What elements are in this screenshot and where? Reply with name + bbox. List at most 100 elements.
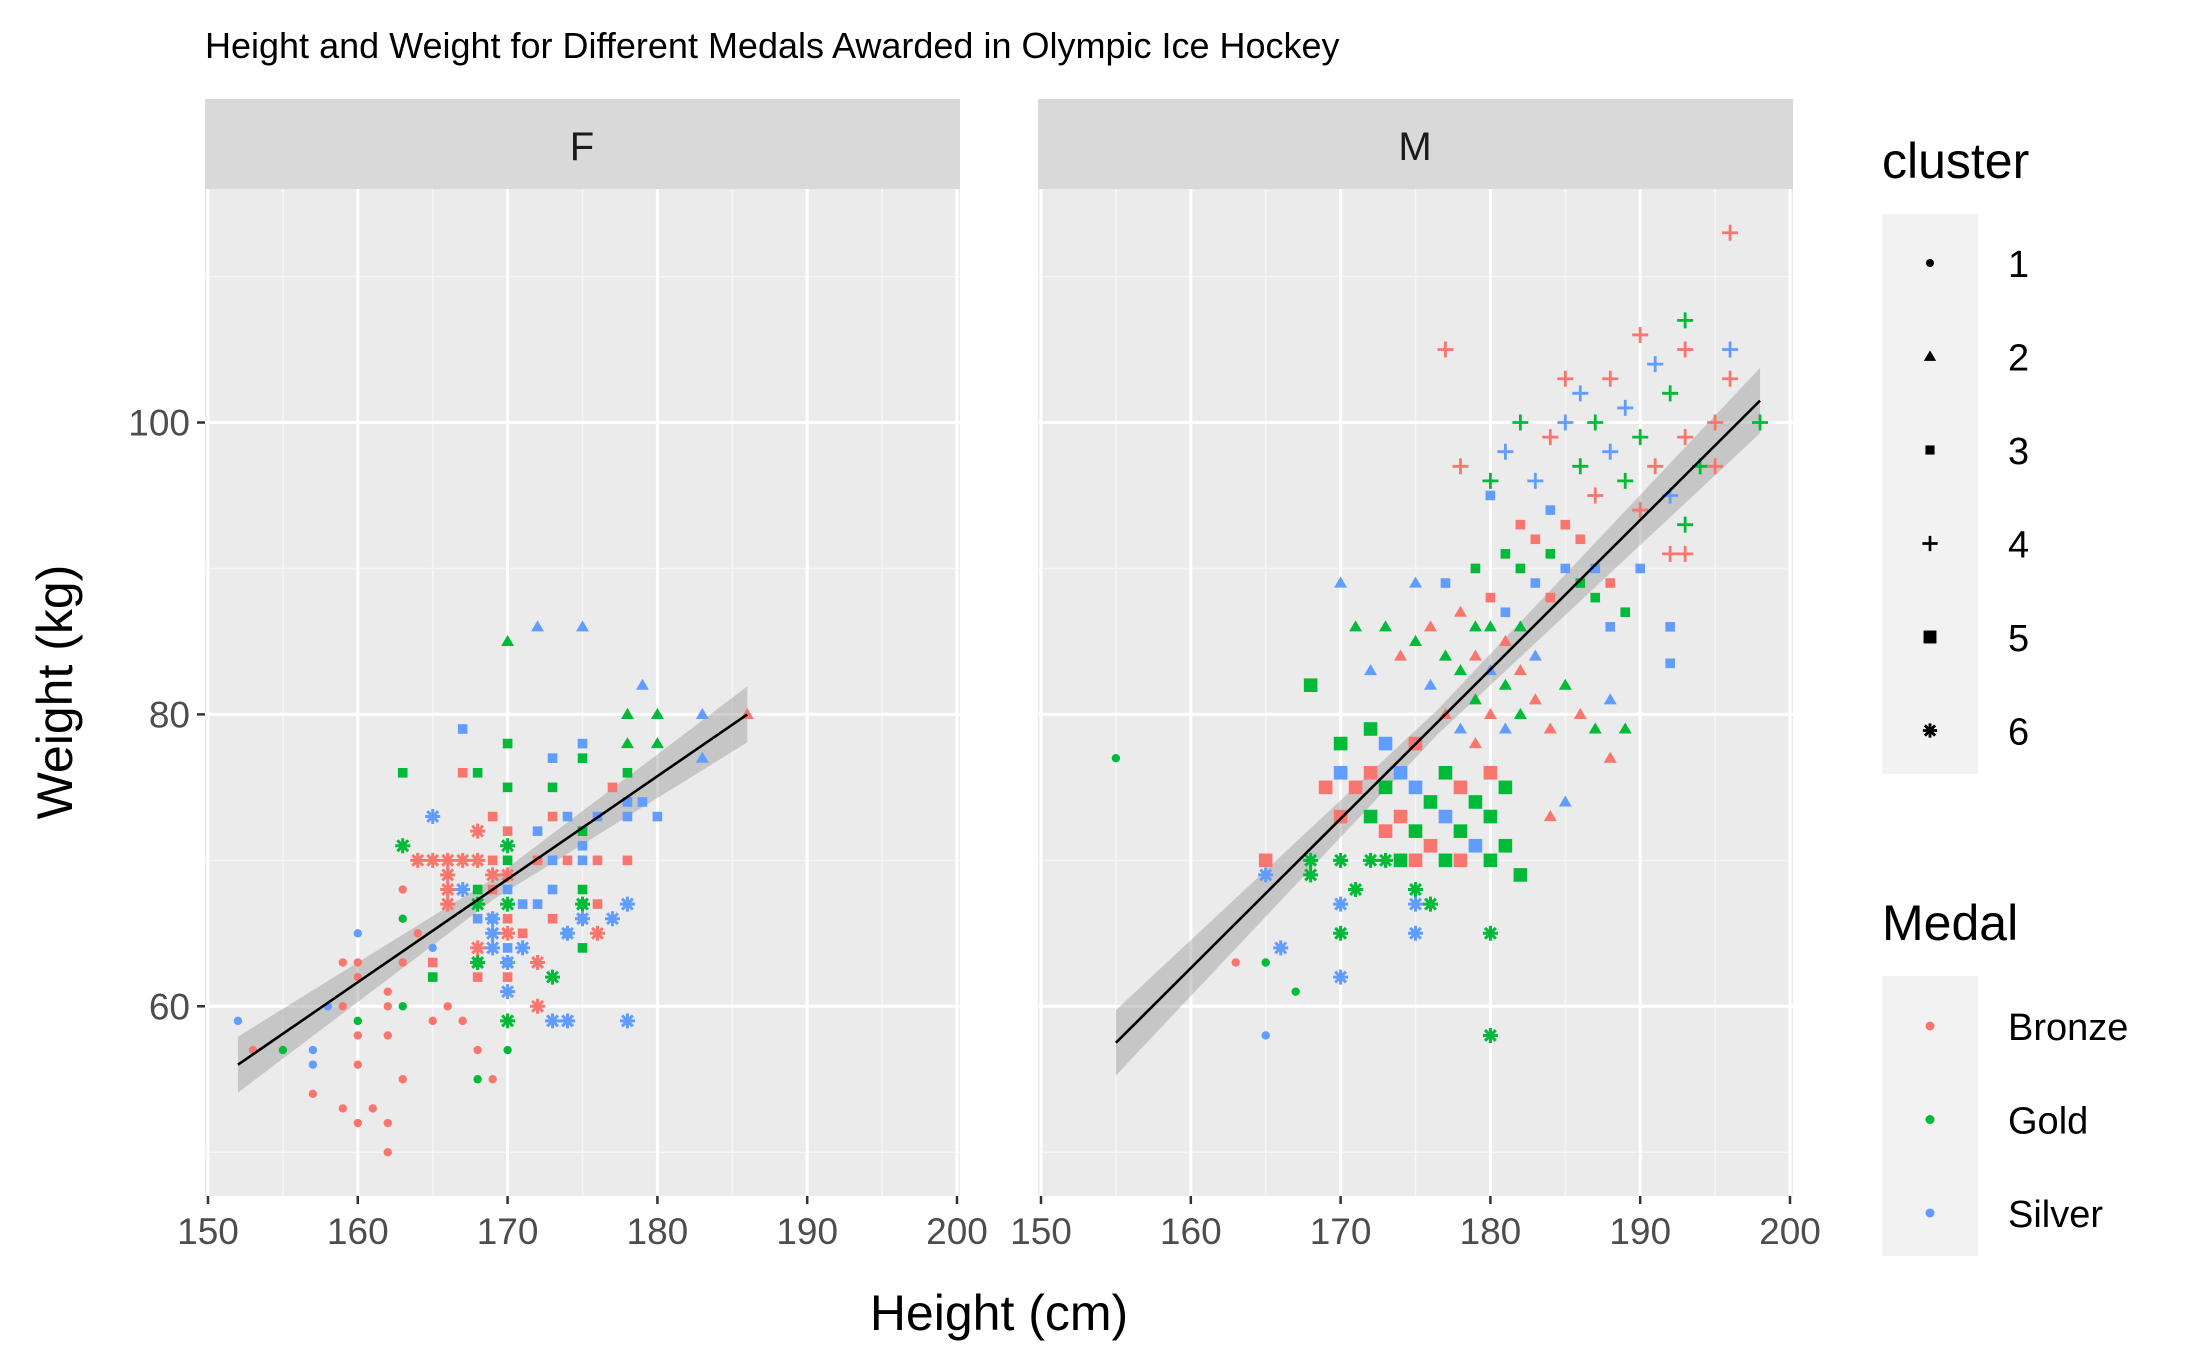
data-point bbox=[1575, 534, 1586, 545]
data-point bbox=[530, 954, 546, 970]
data-point bbox=[515, 940, 531, 956]
data-point bbox=[472, 913, 483, 924]
data-point bbox=[560, 925, 576, 941]
data-point bbox=[503, 1045, 512, 1055]
data-point bbox=[1452, 458, 1469, 475]
data-point bbox=[620, 737, 634, 749]
data-point bbox=[1498, 780, 1513, 795]
data-point bbox=[1318, 780, 1333, 795]
data-point bbox=[1560, 519, 1571, 530]
data-point bbox=[1602, 443, 1619, 460]
data-point bbox=[619, 1013, 635, 1029]
data-point bbox=[455, 882, 471, 898]
data-point bbox=[1364, 664, 1378, 676]
data-point bbox=[1273, 940, 1289, 956]
data-point bbox=[1453, 824, 1468, 838]
data-point bbox=[1557, 370, 1574, 387]
legend-key-cluster-1 bbox=[1926, 259, 1934, 267]
data-point bbox=[500, 867, 516, 883]
data-point bbox=[1261, 958, 1270, 967]
data-point bbox=[1394, 649, 1408, 661]
data-point bbox=[1500, 549, 1511, 559]
data-point bbox=[353, 929, 362, 938]
data-point bbox=[545, 969, 561, 985]
data-point bbox=[1632, 429, 1649, 446]
data-point bbox=[1588, 722, 1602, 734]
data-point bbox=[1677, 341, 1694, 358]
data-point bbox=[427, 972, 438, 982]
data-point bbox=[1590, 563, 1601, 574]
data-point bbox=[1291, 987, 1300, 996]
data-point bbox=[607, 782, 618, 793]
data-point bbox=[1513, 620, 1527, 632]
data-point bbox=[1408, 925, 1423, 941]
data-point bbox=[398, 1002, 407, 1011]
data-point bbox=[308, 1045, 318, 1055]
data-point bbox=[1543, 722, 1557, 734]
data-point bbox=[470, 954, 486, 970]
data-point bbox=[338, 1002, 348, 1011]
data-point bbox=[1303, 867, 1319, 883]
data-point bbox=[1752, 414, 1769, 431]
legend-key-bronze bbox=[1925, 1021, 1935, 1031]
data-point bbox=[413, 929, 422, 938]
data-point bbox=[562, 855, 573, 866]
data-point bbox=[1303, 678, 1318, 693]
data-point bbox=[1409, 576, 1422, 588]
data-point bbox=[353, 972, 362, 982]
data-point bbox=[470, 940, 486, 956]
data-point bbox=[1453, 664, 1467, 676]
data-point bbox=[1363, 852, 1379, 868]
data-point bbox=[1590, 592, 1601, 603]
strip-label-f: F bbox=[570, 125, 594, 169]
data-point bbox=[1408, 896, 1423, 912]
data-point bbox=[1558, 678, 1572, 690]
data-point bbox=[1572, 385, 1589, 402]
data-point bbox=[547, 913, 558, 924]
data-point bbox=[398, 885, 407, 894]
data-point bbox=[1334, 576, 1348, 588]
data-point bbox=[487, 811, 498, 822]
data-point bbox=[622, 767, 633, 778]
legend-medal: Medal Bronze Gold Silver bbox=[1882, 895, 2128, 1256]
y-tick-label: 60 bbox=[149, 986, 190, 1027]
chart-title: Height and Weight for Different Medals A… bbox=[205, 25, 1340, 66]
data-point bbox=[1379, 620, 1393, 632]
data-point bbox=[457, 724, 468, 734]
data-point bbox=[1545, 505, 1556, 515]
legend-label-cluster-4: 4 bbox=[2008, 525, 2029, 567]
x-axis-m: 150 160 170 180 190 200 bbox=[1010, 1196, 1821, 1252]
data-point bbox=[1483, 809, 1498, 824]
data-point bbox=[1438, 649, 1452, 661]
data-point bbox=[517, 928, 528, 939]
data-point bbox=[1482, 925, 1498, 941]
data-point bbox=[502, 913, 513, 924]
data-point bbox=[1468, 693, 1482, 705]
data-point bbox=[1408, 853, 1423, 868]
data-point bbox=[443, 1002, 452, 1011]
x-tick-label-m: 180 bbox=[1460, 1211, 1522, 1252]
data-point bbox=[425, 809, 441, 825]
data-point bbox=[547, 855, 558, 866]
data-point bbox=[1348, 780, 1363, 795]
data-point bbox=[577, 826, 588, 836]
regression-line-f bbox=[237, 713, 749, 1066]
data-point bbox=[425, 852, 441, 868]
data-point bbox=[1333, 736, 1348, 751]
data-point bbox=[1482, 1027, 1498, 1043]
data-point bbox=[1587, 487, 1604, 504]
data-point bbox=[1378, 736, 1393, 751]
data-point bbox=[470, 823, 486, 839]
data-point bbox=[1665, 658, 1675, 669]
data-point bbox=[1483, 707, 1497, 719]
legend-label-cluster-1: 1 bbox=[2008, 244, 2029, 286]
data-point bbox=[577, 738, 588, 749]
data-point bbox=[620, 707, 634, 719]
data-point bbox=[1557, 414, 1574, 431]
legend-cluster: cluster 1 2 3 4 5 6 bbox=[1882, 133, 2029, 774]
data-point bbox=[532, 855, 543, 866]
x-tick-label-m: 160 bbox=[1160, 1211, 1222, 1252]
data-point bbox=[353, 958, 362, 967]
data-point bbox=[487, 855, 498, 866]
data-point bbox=[1603, 751, 1617, 763]
